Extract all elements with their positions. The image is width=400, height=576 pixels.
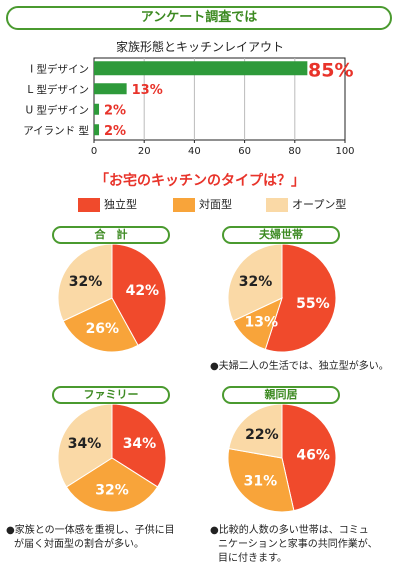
pie-value-label: 46%	[296, 448, 330, 464]
note-parents-line3: 目に付きます。	[218, 553, 287, 564]
pie-slice	[57, 403, 113, 488]
x-tick-label: 20	[138, 146, 151, 157]
legend: 独立型 対面型 オープン型	[0, 196, 400, 216]
pie-value-label: 34%	[68, 436, 102, 452]
pie-slice	[57, 243, 113, 322]
pie-value-label: 22%	[245, 427, 279, 443]
pie-slice	[264, 243, 337, 353]
note-family-line2: が届く対面型の割合が多い。	[14, 539, 144, 550]
pie-value-label: 31%	[244, 474, 278, 490]
legend-swatch-independent	[78, 198, 100, 212]
pie-title-family: ファミリー	[52, 386, 170, 404]
y-category-label: アイランド 型	[23, 124, 89, 137]
legend-label-facing: 対面型	[199, 198, 232, 211]
pie-value-label: 32%	[95, 482, 129, 498]
pie-slice	[227, 243, 283, 322]
pie-slice	[228, 403, 283, 459]
pie-slice	[111, 243, 167, 347]
pie-value-label: 26%	[86, 321, 120, 337]
pie-value-label: 42%	[126, 283, 160, 299]
bar-value-label: 85%	[308, 59, 353, 81]
bar-value-label: 2%	[104, 103, 126, 118]
page-title: アンケート調査では	[6, 6, 392, 30]
legend-label-open: オープン型	[292, 198, 347, 211]
pie-slice	[62, 297, 139, 353]
pie-title-parents: 親同居	[222, 386, 340, 404]
y-category-label: U 型デザイン	[25, 103, 89, 116]
note-couple: ●夫婦二人の生活では、独立型が多い。	[210, 361, 389, 372]
pie-value-label: 13%	[245, 314, 279, 330]
pie-title-total: 合 計	[52, 226, 170, 244]
bar	[94, 61, 308, 76]
pie-value-label: 32%	[239, 274, 273, 290]
y-category-label: I 型デザイン	[30, 62, 89, 75]
note-parents-line1: ●比較的人数の多い世帯は、コミュ	[210, 525, 369, 536]
pie-slice	[227, 448, 295, 513]
bar	[94, 124, 100, 136]
y-category-label: L 型デザイン	[27, 83, 89, 96]
pie-value-label: 34%	[123, 436, 157, 452]
legend-swatch-open	[266, 198, 288, 212]
pie-value-label: 55%	[296, 296, 330, 312]
pie-value-label: 32%	[69, 274, 103, 290]
bar-value-label: 2%	[104, 124, 126, 139]
note-parents-line2: ニケーションと家事の共同作業が、	[218, 539, 378, 550]
x-tick-label: 80	[288, 146, 301, 157]
note-parents: ●比較的人数の多い世帯は、コミュ ニケーションと家事の共同作業が、 目に付きます…	[210, 524, 378, 566]
note-family: ●家族との一体感を重視し、子供に目 が届く対面型の割合が多い。	[6, 524, 175, 552]
bar-chart-title: 家族形態とキッチンレイアウト	[115, 40, 284, 54]
bar	[94, 83, 127, 95]
bar-value-label: 13%	[132, 83, 163, 98]
pie-title-couple: 夫婦世帯	[222, 226, 340, 244]
legend-swatch-facing	[173, 198, 195, 212]
x-tick-label: 40	[188, 146, 201, 157]
legend-label-independent: 独立型	[104, 198, 137, 211]
note-family-line1: ●家族との一体感を重視し、子供に目	[6, 525, 175, 536]
x-tick-label: 60	[238, 146, 251, 157]
x-tick-label: 0	[91, 146, 97, 157]
pie-slice	[65, 457, 159, 513]
section-title: 「お宅のキッチンのタイプは？」	[95, 173, 305, 189]
pie-slice	[281, 403, 337, 512]
bar	[94, 103, 100, 115]
x-tick-label: 100	[335, 146, 354, 157]
